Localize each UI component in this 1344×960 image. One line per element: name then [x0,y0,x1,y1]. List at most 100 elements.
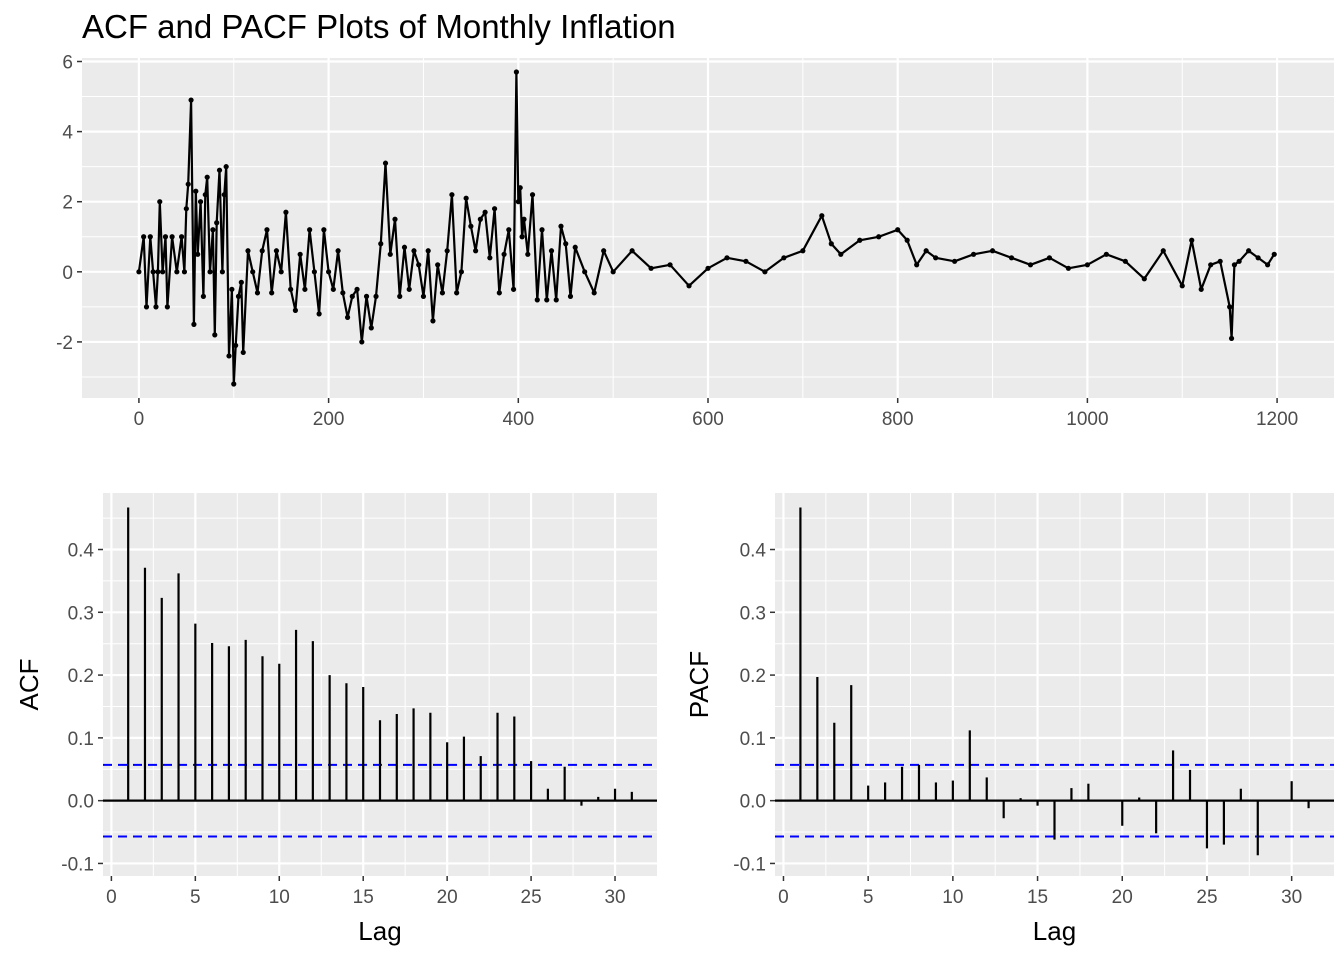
data-point [150,269,156,275]
data-point [316,311,322,317]
x-tick-label: 5 [190,887,201,908]
data-point [1179,283,1185,289]
data-point [250,269,256,275]
data-point [506,227,512,233]
data-point [406,286,412,292]
data-point [273,248,280,254]
y-tick-label: 0.1 [740,729,766,750]
data-point [648,265,654,271]
data-point [1008,255,1015,261]
data-point [989,248,996,254]
data-point [136,269,142,275]
data-point [534,297,540,303]
data-point [444,248,450,254]
data-point [392,216,398,222]
data-point [141,234,147,240]
data-point [1141,276,1147,282]
data-point [235,293,242,299]
data-point [1046,255,1053,261]
x-tick-label: 600 [692,409,724,430]
time-series-panel: 0 200 400 600 800 1000 1200 -2 0 2 4 6 [56,53,1334,430]
data-point [183,206,189,212]
x-tick-label: 800 [882,409,914,430]
data-point [185,181,191,187]
data-point [610,269,616,275]
data-point [193,188,199,194]
data-point [188,97,194,103]
data-point [601,248,607,254]
data-point [724,255,730,261]
data-point [491,206,498,212]
x-tick-label: 30 [1281,887,1302,908]
data-point [800,248,806,254]
data-point [876,234,882,240]
data-point [378,241,384,247]
data-point [214,220,220,226]
x-tick-label: 25 [1196,887,1217,908]
data-point [254,290,261,296]
data-point [321,227,327,233]
x-tick-label: 5 [863,887,874,908]
data-point [591,290,597,296]
y-tick-label: 2 [62,193,73,214]
data-point [344,314,351,320]
data-point [558,223,564,229]
data-point [513,69,520,75]
data-point [1271,251,1277,257]
data-point [1208,262,1214,268]
data-point [401,244,408,250]
y-tick-label: 0.2 [68,666,94,687]
data-point [933,255,939,261]
x-tick-label: 0 [134,409,145,430]
data-point [181,269,188,275]
y-tick-label: -0.1 [61,854,94,875]
data-point [857,237,863,243]
data-point [292,307,299,313]
data-point [278,269,284,275]
data-point [567,293,574,299]
data-point [923,248,929,254]
data-point [895,227,901,233]
data-point [245,248,251,254]
data-point [501,251,507,257]
data-point [914,262,920,268]
y-tick-label: 0.3 [740,603,766,624]
x-tick-label: 0 [106,887,117,908]
data-point [147,234,153,240]
data-point [762,269,768,275]
data-point [781,255,787,261]
data-point [473,248,479,254]
y-tick-label: 0 [62,263,73,284]
y-tick-label: 0.0 [740,792,766,813]
data-point [178,234,185,240]
data-point [197,199,204,205]
data-point [207,269,213,275]
data-point [1027,262,1034,268]
data-point [449,192,455,198]
data-point [238,279,244,285]
data-point [1265,262,1271,268]
y-axis-title: ACF [14,659,44,711]
data-point [743,258,749,264]
data-point [510,286,517,292]
data-point [517,185,523,191]
data-point [553,297,559,303]
data-point [264,227,270,233]
data-point [1065,265,1072,271]
series-line [137,70,1276,386]
data-point [705,265,711,271]
data-point [200,293,207,299]
x-tick-label: 15 [1027,887,1048,908]
data-point [667,262,673,268]
data-point [482,209,488,215]
data-point [153,304,159,310]
data-point [283,209,289,215]
plot-area [103,507,657,838]
data-point [629,248,635,254]
data-point [1246,248,1252,254]
data-point [162,234,169,240]
y-tick-label: 0.3 [68,603,94,624]
x-tick-label: 400 [502,409,534,430]
data-point [359,339,365,345]
y-tick-label: 0.1 [68,729,94,750]
